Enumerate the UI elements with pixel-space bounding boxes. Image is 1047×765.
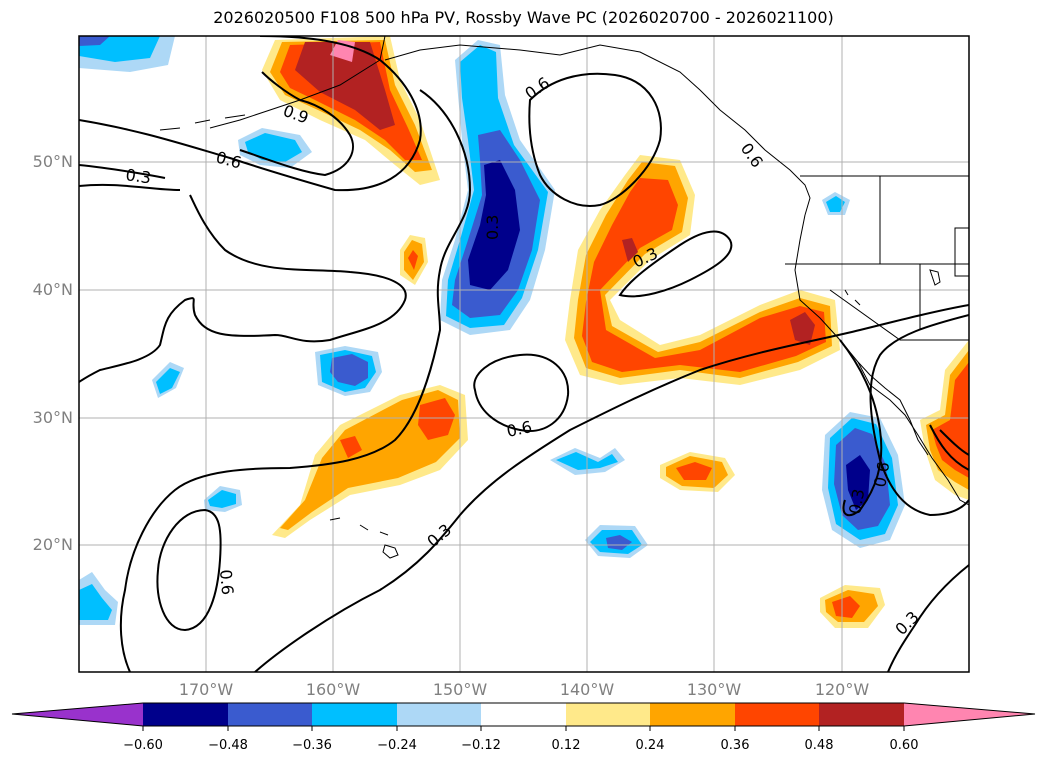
lon-label-140w: 140°W	[559, 680, 615, 699]
colorbar-tick-label: 0.12	[551, 738, 581, 753]
contour-label: 0.6	[737, 139, 767, 171]
map-plot-area: 0.3 0.6 0.9 0.6 0.3 0.6 0.3 0.6 0.3 0.6 …	[79, 36, 969, 672]
contour-0.3-se	[887, 564, 969, 672]
contour-east-loop	[869, 314, 969, 517]
colorbar-segment	[735, 703, 819, 726]
lon-label-160w: 160°W	[305, 680, 361, 699]
lat-label-20n: 20°N	[32, 535, 73, 554]
colorbar-segment	[397, 703, 481, 726]
us-state-border-3	[954, 227, 969, 277]
colorbar-segment	[566, 703, 650, 726]
contour-label: 0.3	[483, 215, 502, 240]
contour-label: 0.6	[870, 460, 893, 488]
contour-label: 0.6	[214, 148, 244, 173]
lon-label-120w: 120°W	[814, 680, 870, 699]
colorbar-segment	[819, 703, 904, 726]
colorbar-tick-label: −0.60	[123, 738, 163, 753]
colorbar-segment	[143, 703, 228, 726]
inland-water	[844, 269, 941, 306]
contour-label: 0.3	[891, 607, 922, 638]
contour-0.6-east-ridge	[528, 72, 662, 207]
colorbar-tick-label: 0.48	[804, 738, 834, 753]
map-title: 2026020500 F108 500 hPa PV, Rossby Wave …	[213, 8, 834, 27]
colorbar-tick-label: −0.12	[461, 738, 501, 753]
contour-0.3-diagonal	[254, 304, 969, 672]
graticule	[79, 36, 969, 672]
colorbar-segment-max-extend	[904, 703, 1035, 726]
contour-0.6-small	[473, 353, 570, 432]
colorbar-segment	[650, 703, 735, 726]
contour-0.6-aleutian	[79, 36, 422, 192]
lat-label-40n: 40°N	[32, 280, 73, 299]
contour-0.3-ridge	[618, 230, 733, 298]
contour-label: 0.3	[124, 165, 152, 187]
colorbar-segment	[312, 703, 397, 726]
contour-0.6-loop	[156, 508, 222, 632]
colorbar-tick-label: −0.48	[208, 738, 248, 753]
hawaii	[329, 517, 399, 559]
lon-label-150w: 150°W	[432, 680, 488, 699]
lat-label-30n: 30°N	[32, 408, 73, 427]
contour-label: 0.6	[216, 569, 237, 596]
contour-0.3-east-top	[929, 424, 969, 471]
colorbar-segment-min-extend	[12, 703, 143, 726]
aleutians	[159, 114, 246, 131]
contour-label: 0.3	[845, 487, 868, 515]
pv-contours	[79, 36, 969, 672]
colorbar-tick-label: 0.24	[635, 738, 665, 753]
negative-anomalies	[79, 36, 905, 625]
colorbar-tick-label: −0.36	[292, 738, 332, 753]
north-america-coast	[794, 214, 969, 506]
colorbar-segment	[228, 703, 312, 726]
map-frame	[78, 35, 970, 673]
contour-0.3-west	[79, 164, 407, 383]
lon-label-130w: 130°W	[686, 680, 742, 699]
contour-label: 0.6	[521, 73, 553, 103]
contour-label: 0.3	[423, 520, 455, 551]
colorbar-tick-label: 0.60	[889, 738, 919, 753]
contour-0.6-central	[119, 89, 472, 672]
lat-label-50n: 50°N	[32, 152, 73, 171]
contour-label: 0.6	[505, 417, 534, 441]
contour-east-inner	[839, 339, 883, 517]
baja-california	[857, 361, 929, 456]
contour-0.9	[239, 71, 354, 177]
us-state-border-2	[829, 176, 969, 341]
colorbar	[11, 702, 1036, 731]
colorbar-tick-label: −0.24	[377, 738, 417, 753]
colorbar-tick-label: 0.36	[720, 738, 750, 753]
colorbar-segment	[481, 703, 566, 726]
lon-label-170w: 170°W	[178, 680, 234, 699]
positive-anomalies	[262, 36, 969, 628]
